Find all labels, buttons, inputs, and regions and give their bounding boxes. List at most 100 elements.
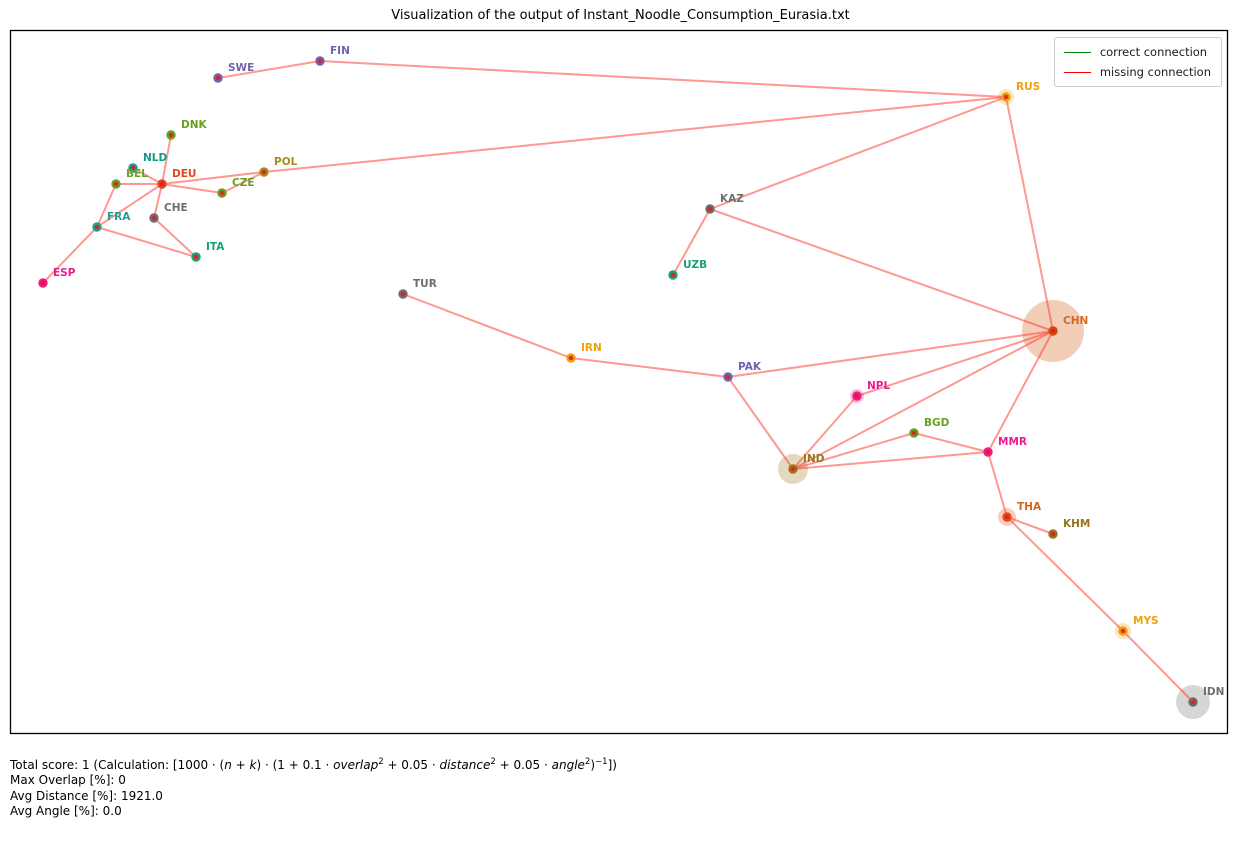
- edge-endpoint-IND: [790, 466, 796, 472]
- edge-endpoint-CHE: [151, 215, 157, 221]
- node-label-DEU: DEU: [172, 168, 196, 180]
- node-label-TUR: TUR: [413, 278, 437, 290]
- edge-CZE-POL: [221, 171, 265, 194]
- node-label-RUS: RUS: [1016, 81, 1040, 93]
- node-label-THA: THA: [1017, 501, 1042, 513]
- edge-endpoint-IDN: [1190, 699, 1196, 705]
- edge-DEU-CZE: [161, 183, 223, 194]
- plot-frame: [9, 29, 1229, 735]
- edge-endpoint-ESP: [40, 280, 46, 286]
- node-label-CHE: CHE: [164, 202, 188, 214]
- total-score-segment: 2: [584, 757, 591, 767]
- edge-KAZ-UZB: [672, 208, 711, 276]
- edge-endpoint-BEL: [113, 181, 119, 187]
- edge-BGD-MMR: [913, 432, 989, 453]
- edge-DEU-CHE: [153, 183, 163, 219]
- node-label-BEL: BEL: [126, 168, 148, 180]
- edge-DEU-POL: [161, 171, 265, 185]
- node-label-MMR: MMR: [998, 436, 1027, 448]
- edge-MYS-IDN: [1122, 630, 1194, 703]
- edge-endpoint-TUR: [400, 291, 406, 297]
- edge-endpoint-UZB: [670, 272, 676, 278]
- edge-SWE-FIN: [217, 60, 321, 79]
- edge-endpoint-PAK: [725, 374, 731, 380]
- node-label-POL: POL: [274, 156, 298, 168]
- total-score-segment: ) · (1 + 0.1 ·: [256, 758, 334, 772]
- total-score-segment: angle: [551, 758, 585, 772]
- plot-title: Visualization of the output of Instant_N…: [391, 8, 850, 23]
- edge-endpoint-ITA: [193, 254, 199, 260]
- total-score-segment: 2: [490, 757, 496, 767]
- total-score-segment: ]): [607, 758, 617, 772]
- edge-DNK-DEU: [161, 134, 172, 185]
- edge-CHE-ITA: [153, 217, 197, 258]
- edge-FRA-ITA: [96, 226, 197, 258]
- edge-IND-MMR: [792, 451, 989, 470]
- edge-RUS-CHN: [1005, 96, 1054, 332]
- edge-endpoint-NLD: [130, 165, 136, 171]
- edge-IND-BGD: [792, 432, 915, 470]
- edge-endpoint-KAZ: [707, 206, 713, 212]
- edge-endpoint-THA: [1004, 514, 1010, 520]
- edge-endpoint-POL: [261, 169, 267, 175]
- node-label-FRA: FRA: [107, 211, 131, 223]
- node-label-ITA: ITA: [206, 241, 225, 253]
- total-score-segment: n: [224, 758, 232, 772]
- total-score-segment: k: [249, 758, 257, 772]
- total-score-line: Total score: 1 (Calculation: [1000 · (n …: [10, 758, 617, 773]
- avg-angle-line: Avg Angle [%]: 0.0: [10, 804, 122, 819]
- node-label-BGD: BGD: [924, 417, 950, 429]
- node-label-IDN: IDN: [1203, 686, 1224, 698]
- node-label-CHN: CHN: [1063, 315, 1088, 327]
- edge-RUS-POL: [263, 96, 1007, 173]
- legend: correct connection missing connection: [1053, 37, 1222, 87]
- edge-endpoint-NPL: [854, 393, 860, 399]
- edge-NLD-DEU: [132, 167, 163, 185]
- edge-endpoint-SWE: [215, 75, 221, 81]
- total-score-segment: −1: [595, 757, 608, 767]
- edge-endpoint-MMR: [985, 449, 991, 455]
- edge-MMR-CHN: [987, 330, 1054, 453]
- legend-item-missing: missing connection: [1063, 65, 1211, 79]
- edge-KAZ-CHN: [709, 208, 1054, 332]
- node-label-ESP: ESP: [53, 267, 76, 279]
- edge-DEU-FRA: [96, 183, 163, 228]
- node-label-PAK: PAK: [738, 361, 762, 373]
- score-summary: Total score: 1 (Calculation: [1000 · (n …: [10, 758, 617, 820]
- node-label-KHM: KHM: [1063, 518, 1090, 530]
- edge-NPL-CHN: [856, 330, 1054, 397]
- node-label-KAZ: KAZ: [720, 193, 744, 205]
- edge-RUS-KAZ: [709, 96, 1007, 210]
- edge-endpoint-FIN: [317, 58, 323, 64]
- correct-connection-line-icon: [1063, 51, 1091, 53]
- max-overlap-line: Max Overlap [%]: 0: [10, 773, 126, 788]
- edge-endpoint-BGD: [911, 430, 917, 436]
- total-score-segment: distance: [439, 758, 491, 772]
- total-score-segment: ): [590, 758, 596, 772]
- node-label-DNK: DNK: [181, 119, 208, 131]
- total-score-segment: + 0.05 ·: [383, 758, 440, 772]
- edge-endpoint-KHM: [1050, 531, 1056, 537]
- edge-THA-MYS: [1006, 516, 1124, 632]
- node-label-IND: IND: [803, 453, 825, 465]
- total-score-segment: + 0.05 ·: [495, 758, 552, 772]
- node-label-IRN: IRN: [581, 342, 602, 354]
- total-score-segment: +: [231, 758, 250, 772]
- total-score-segment: overlap: [333, 758, 379, 772]
- legend-item-correct: correct connection: [1063, 45, 1211, 59]
- missing-connection-line-icon: [1063, 71, 1091, 73]
- total-score-segment: Total score: 1 (Calculation: [1000 · (: [10, 758, 225, 772]
- edge-IND-CHN: [792, 330, 1054, 470]
- edge-MMR-THA: [987, 451, 1008, 518]
- edge-endpoint-DEU: [159, 181, 165, 187]
- node-label-MYS: MYS: [1133, 615, 1159, 627]
- legend-label-correct: correct connection: [1099, 45, 1208, 59]
- node-label-NPL: NPL: [867, 380, 890, 392]
- node-label-UZB: UZB: [683, 259, 707, 271]
- edge-IRN-PAK: [570, 357, 729, 378]
- edge-BEL-FRA: [96, 183, 117, 228]
- edge-FIN-RUS: [319, 60, 1007, 98]
- edge-endpoint-FRA: [94, 224, 100, 230]
- edge-endpoint-CZE: [219, 190, 225, 196]
